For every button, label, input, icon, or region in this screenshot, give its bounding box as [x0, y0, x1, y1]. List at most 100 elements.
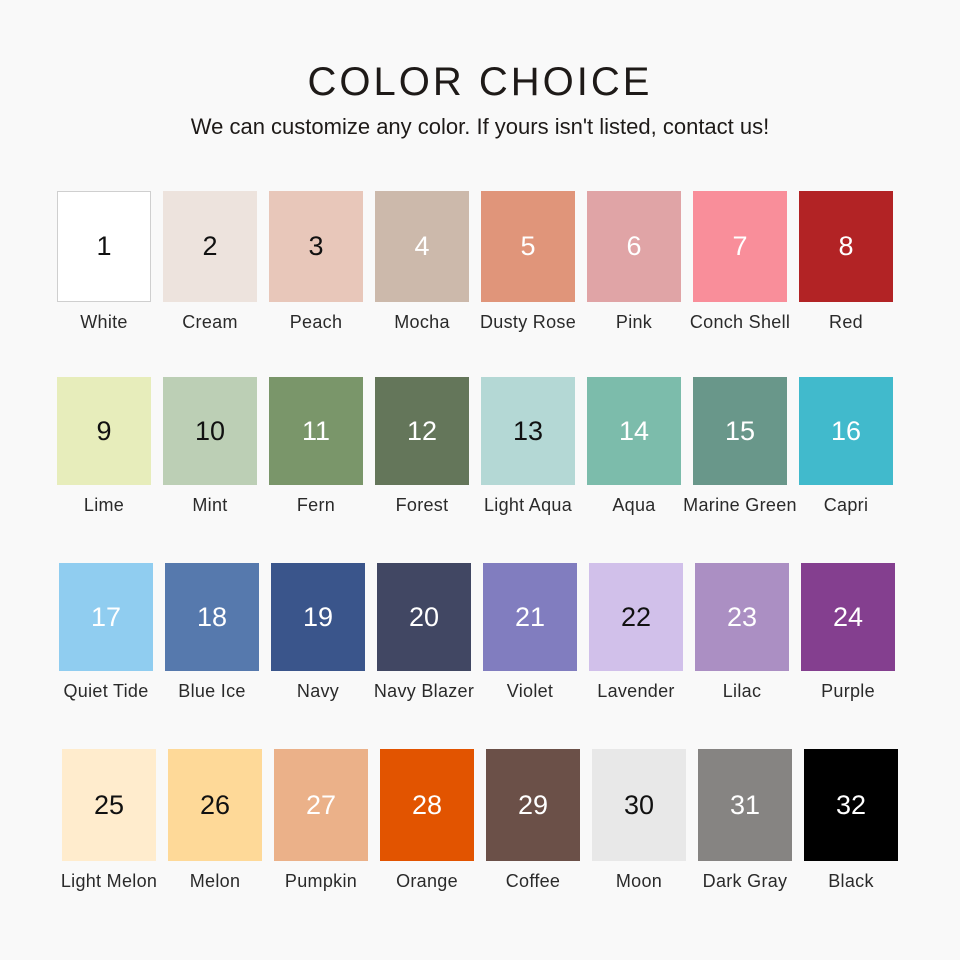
color-swatch[interactable]: 20 — [377, 563, 471, 671]
color-option[interactable]: 5 Dusty Rose — [479, 191, 577, 333]
color-option[interactable]: 27 Pumpkin — [274, 749, 368, 892]
color-swatch[interactable]: 2 — [163, 191, 257, 302]
color-name: Fern — [296, 495, 336, 515]
color-option[interactable]: 18 Blue Ice — [165, 563, 259, 702]
color-option[interactable]: 28 Orange — [380, 749, 474, 892]
color-swatch[interactable]: 22 — [589, 563, 683, 671]
color-option[interactable]: 24 Purple — [801, 563, 895, 702]
color-name: Violet — [506, 681, 554, 701]
color-name: Black — [828, 871, 874, 891]
color-swatch[interactable]: 7 — [693, 191, 787, 302]
color-option[interactable]: 2 Cream — [163, 191, 257, 333]
color-swatch[interactable]: 11 — [269, 377, 363, 485]
color-name: Lime — [83, 495, 125, 515]
page-subtitle: We can customize any color. If yours isn… — [190, 114, 770, 139]
color-option[interactable]: 8 Red — [799, 191, 893, 333]
color-row: 1 White 2 Cream 3 Peach 4 Mocha 5 Dusty Rose 6 Pink… — [57, 191, 893, 333]
color-option[interactable]: 19 Navy — [271, 563, 365, 702]
color-name: Mint — [192, 495, 228, 515]
color-option[interactable]: 30 Moon — [592, 749, 686, 892]
color-option[interactable]: 16 Capri — [799, 377, 893, 516]
color-option[interactable]: 23 Lilac — [695, 563, 789, 702]
color-name: Navy Blazer — [373, 681, 475, 701]
color-name: Orange — [396, 871, 458, 891]
color-swatch[interactable]: 18 — [165, 563, 259, 671]
color-swatch[interactable]: 31 — [698, 749, 792, 861]
color-swatch[interactable]: 27 — [274, 749, 368, 861]
color-swatch[interactable]: 16 — [799, 377, 893, 485]
color-swatch[interactable]: 15 — [693, 377, 787, 485]
color-swatch[interactable]: 4 — [375, 191, 469, 302]
color-option[interactable]: 12 Forest — [375, 377, 469, 516]
color-swatch[interactable]: 30 — [592, 749, 686, 861]
color-name: Conch Shell — [689, 312, 791, 332]
color-option[interactable]: 9 Lime — [57, 377, 151, 516]
color-name: Red — [829, 312, 863, 332]
color-option[interactable]: 32 Black — [804, 749, 898, 892]
color-option[interactable]: 22 Lavender — [589, 563, 683, 702]
color-swatch[interactable]: 14 — [587, 377, 681, 485]
color-name: Navy — [296, 681, 340, 701]
color-swatch[interactable]: 10 — [163, 377, 257, 485]
color-option[interactable]: 3 Peach — [269, 191, 363, 333]
color-swatch[interactable]: 12 — [375, 377, 469, 485]
color-swatch[interactable]: 21 — [483, 563, 577, 671]
color-option[interactable]: 10 Mint — [163, 377, 257, 516]
color-option[interactable]: 31 Dark Gray — [698, 749, 792, 892]
color-swatch[interactable]: 13 — [481, 377, 575, 485]
color-name: Capri — [823, 495, 869, 515]
color-row: 9 Lime 10 Mint 11 Fern 12 Forest 13 Light Aqua 14 A… — [57, 377, 893, 516]
color-option[interactable]: 17 Quiet Tide — [59, 563, 153, 702]
color-option[interactable]: 6 Pink — [587, 191, 681, 333]
color-swatch[interactable]: 17 — [59, 563, 153, 671]
color-option[interactable]: 1 White — [57, 191, 151, 333]
color-name: Light Aqua — [483, 495, 573, 515]
color-name: Mocha — [394, 312, 450, 332]
color-name: Melon — [189, 871, 241, 891]
color-option[interactable]: 15 Marine Green — [683, 377, 797, 516]
color-option[interactable]: 11 Fern — [269, 377, 363, 516]
color-swatch[interactable]: 28 — [380, 749, 474, 861]
color-option[interactable]: 25 Light Melon — [60, 749, 158, 892]
color-name: Peach — [289, 312, 343, 332]
color-name: Marine Green — [683, 495, 797, 515]
color-swatch[interactable]: 23 — [695, 563, 789, 671]
color-name: Forest — [395, 495, 449, 515]
color-name: Coffee — [505, 871, 561, 891]
color-option[interactable]: 20 Navy Blazer — [373, 563, 475, 702]
color-swatch[interactable]: 26 — [168, 749, 262, 861]
color-name: Purple — [821, 681, 875, 701]
color-swatch[interactable]: 32 — [804, 749, 898, 861]
color-option[interactable]: 21 Violet — [483, 563, 577, 702]
color-name: Cream — [182, 312, 238, 332]
color-option[interactable]: 14 Aqua — [587, 377, 681, 516]
color-row: 17 Quiet Tide 18 Blue Ice 19 Navy 20 Navy Blaze… — [59, 563, 895, 702]
color-name: Pumpkin — [284, 871, 358, 891]
color-swatch[interactable]: 9 — [57, 377, 151, 485]
color-name: Blue Ice — [178, 681, 246, 701]
color-swatch[interactable]: 25 — [62, 749, 156, 861]
color-name: Aqua — [612, 495, 656, 515]
color-option[interactable]: 7 Conch Shell — [689, 191, 791, 333]
color-swatch[interactable]: 8 — [799, 191, 893, 302]
color-swatch[interactable]: 24 — [801, 563, 895, 671]
color-swatch[interactable]: 1 — [57, 191, 151, 302]
color-name: Moon — [615, 871, 663, 891]
color-option[interactable]: 26 Melon — [168, 749, 262, 892]
color-option[interactable]: 4 Mocha — [375, 191, 469, 333]
color-swatch[interactable]: 5 — [481, 191, 575, 302]
color-swatch[interactable]: 3 — [269, 191, 363, 302]
color-option[interactable]: 29 Coffee — [486, 749, 580, 892]
color-swatch[interactable]: 19 — [271, 563, 365, 671]
color-swatch[interactable]: 29 — [486, 749, 580, 861]
color-name: White — [80, 312, 128, 332]
color-option[interactable]: 13 Light Aqua — [481, 377, 575, 516]
color-name: Lilac — [722, 681, 762, 701]
color-swatch[interactable]: 6 — [587, 191, 681, 302]
color-name: Quiet Tide — [63, 681, 149, 701]
page-title: COLOR CHOICE — [307, 60, 653, 104]
color-name: Lavender — [597, 681, 675, 701]
color-name: Light Melon — [60, 871, 158, 891]
color-name: Pink — [615, 312, 653, 332]
color-name: Dusty Rose — [479, 312, 577, 332]
